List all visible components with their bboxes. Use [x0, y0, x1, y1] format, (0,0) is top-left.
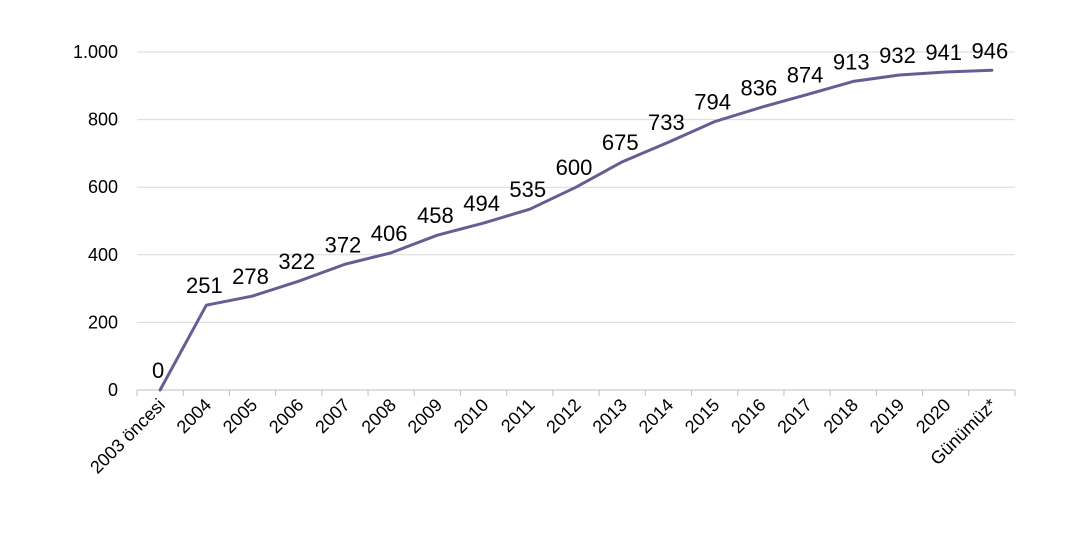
x-tick-label: 2005 [219, 395, 261, 437]
x-tick-label: 2008 [358, 395, 400, 437]
x-tick-label: 2012 [542, 395, 584, 437]
x-tick-label: 2009 [404, 395, 446, 437]
y-tick-label: 0 [108, 380, 118, 400]
x-tick-label: 2003 öncesi [86, 395, 169, 478]
data-label: 913 [833, 49, 870, 74]
data-label: 322 [278, 249, 315, 274]
x-tick-label: 2007 [311, 395, 353, 437]
data-label: 733 [648, 110, 685, 135]
data-label: 406 [371, 221, 408, 246]
data-label: 794 [694, 90, 731, 115]
data-label: 0 [152, 358, 164, 383]
data-label: 836 [740, 75, 777, 100]
y-tick-label: 400 [88, 245, 118, 265]
data-labels: 0 251 278 322 372 406 458 494 535 600 675 733 794 836… [152, 38, 1008, 383]
x-axis-tick-labels: 2003 öncesi 2004 2005 2006 2007 2008 2009 2010 2… [86, 395, 1001, 478]
data-label: 458 [417, 203, 454, 228]
x-tick-label: 2011 [497, 395, 539, 437]
y-tick-label: 1.000 [73, 42, 118, 62]
data-label: 278 [232, 264, 269, 289]
y-tick-label: 800 [88, 110, 118, 130]
x-tick-label: 2016 [727, 395, 769, 437]
y-tick-label: 200 [88, 312, 118, 332]
x-tick-label: 2004 [173, 395, 215, 437]
data-label: 600 [556, 155, 593, 180]
x-tick-label: 2019 [866, 395, 908, 437]
x-tick-label: 2006 [265, 395, 307, 437]
x-tick-label: 2013 [589, 395, 631, 437]
data-label: 874 [787, 63, 824, 88]
data-label: 251 [186, 273, 223, 298]
data-label: 494 [463, 191, 500, 216]
x-tick-label: 2014 [635, 395, 677, 437]
x-tick-label: 2017 [773, 395, 815, 437]
x-tick-label: 2020 [912, 395, 954, 437]
x-axis [136, 389, 1016, 396]
x-tick-label: 2015 [681, 395, 723, 437]
series-layer [158, 68, 994, 392]
data-label: 946 [972, 38, 1009, 63]
data-label: 535 [509, 177, 546, 202]
data-label: 941 [925, 40, 962, 65]
y-axis-tick-labels: 0 200 400 600 800 1.000 [73, 42, 118, 400]
y-tick-label: 600 [88, 177, 118, 197]
series-line [158, 68, 994, 392]
data-label: 675 [602, 130, 639, 155]
x-tick-label: 2010 [450, 395, 492, 437]
x-tick-label: 2018 [820, 395, 862, 437]
data-label: 372 [325, 232, 362, 257]
data-label: 932 [879, 43, 916, 68]
